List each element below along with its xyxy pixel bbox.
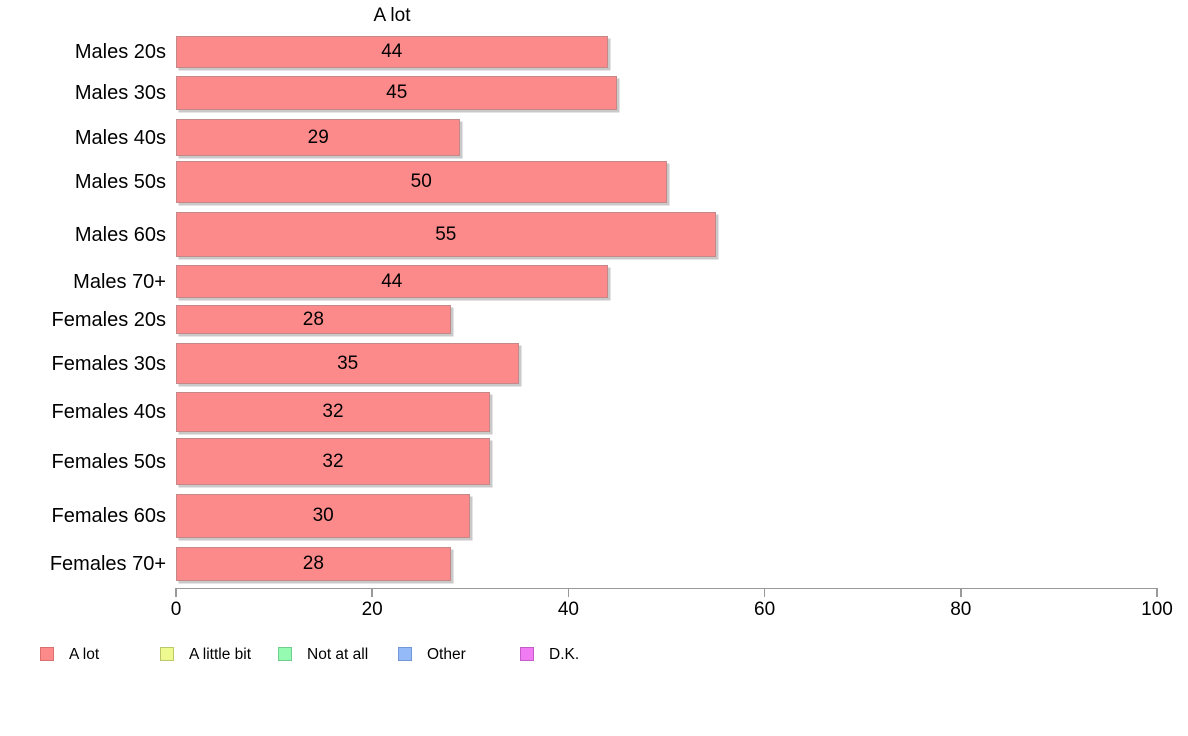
category-label: Males 40s (74, 126, 166, 149)
bar-value-label: 35 (337, 353, 359, 374)
legend-item-label: Other (427, 646, 466, 663)
bar-value-label: 32 (322, 401, 344, 422)
x-axis-tick (763, 588, 766, 597)
bar (176, 36, 608, 68)
legend-swatch-icon (278, 647, 292, 661)
category-label: Males 20s (74, 41, 166, 63)
bar-value-label: 44 (381, 271, 403, 292)
bar (176, 119, 461, 156)
x-axis-tick-label: 100 (1141, 599, 1173, 620)
bar (176, 494, 471, 538)
x-axis-tick-label: 60 (754, 599, 776, 620)
bar (176, 265, 608, 298)
bar (176, 161, 667, 203)
bar (176, 343, 520, 384)
category-label: Females 70+ (49, 553, 166, 575)
legend-item-label: A lot (69, 646, 100, 663)
legend-item-label: D.K. (549, 646, 580, 663)
x-axis-tick (567, 588, 570, 597)
legend-item-label: Not at all (307, 646, 369, 663)
category-label: Males 70+ (73, 270, 166, 293)
category-label: Males 30s (74, 82, 166, 104)
bar (176, 547, 451, 581)
bar-value-label: 29 (307, 127, 329, 148)
category-label: Females 60s (51, 505, 167, 527)
x-axis-tick (175, 588, 177, 597)
bar (176, 76, 618, 110)
legend-swatch-icon (520, 647, 534, 661)
bar (176, 438, 490, 485)
category-label: Females 40s (51, 401, 167, 423)
category-label: Males 60s (74, 223, 166, 246)
bar (176, 392, 490, 432)
x-axis-tick-label: 20 (361, 599, 383, 620)
x-axis-line (175, 588, 1158, 589)
x-axis-tick (960, 588, 962, 597)
bar-value-label: 45 (386, 82, 408, 103)
category-label: Females 50s (51, 450, 167, 473)
legend-swatch-icon (398, 647, 412, 661)
legend-swatch-icon (160, 647, 174, 661)
x-axis-tick (1156, 588, 1158, 597)
legend-swatch-icon (40, 647, 54, 661)
legend-item-label: A little bit (189, 646, 252, 663)
bar-value-label: 28 (302, 553, 324, 574)
bar-value-label: 30 (312, 505, 334, 526)
x-axis-tick (371, 588, 373, 597)
bar (176, 305, 451, 334)
bar-value-label: 32 (322, 451, 344, 472)
x-axis-tick-label: 0 (170, 599, 182, 620)
chart-title: A lot (373, 5, 411, 26)
bar-value-label: 50 (410, 171, 432, 192)
category-label: Females 20s (51, 308, 167, 331)
bar-value-label: 44 (381, 41, 403, 62)
bar-value-label: 28 (302, 309, 324, 330)
category-label: Females 30s (51, 352, 167, 375)
bar-value-label: 55 (435, 224, 457, 245)
x-axis-tick-label: 40 (557, 599, 579, 620)
bar (176, 212, 716, 257)
category-label: Males 50s (74, 171, 166, 193)
x-axis-tick-label: 80 (950, 599, 972, 620)
